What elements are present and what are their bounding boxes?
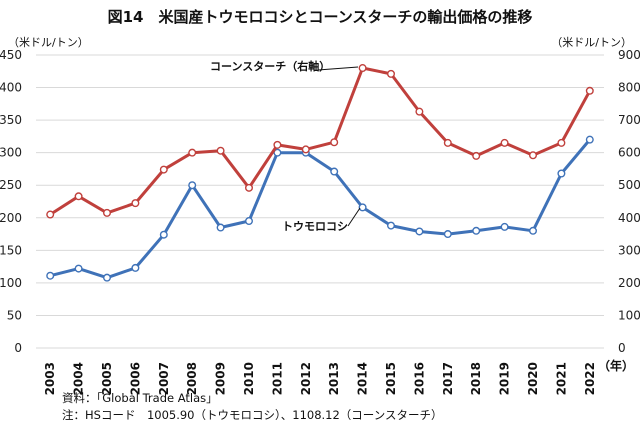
right-y-tick-label: 700	[618, 113, 640, 127]
data-point	[188, 148, 197, 157]
x-tick-label: 2009	[214, 362, 228, 395]
data-point	[46, 210, 55, 219]
x-tick-label: 2004	[72, 362, 86, 395]
right-y-tick-label: 0	[618, 341, 626, 355]
data-point	[358, 64, 367, 73]
left-y-tick-label: 400	[0, 81, 22, 95]
data-point	[472, 151, 481, 160]
data-point	[273, 148, 282, 157]
plot-area: 0 0 50 100 100 200 150 300 200 400 250 500 300 600 350…	[0, 48, 640, 395]
data-point	[159, 165, 168, 174]
x-axis-unit-label: （年）	[598, 358, 634, 373]
data-point	[74, 192, 83, 201]
data-point	[557, 138, 566, 147]
data-point	[330, 138, 339, 147]
data-point	[472, 226, 481, 235]
starch-series-annotation: コーンスターチ（右軸）	[210, 59, 330, 73]
left-y-tick-label: 0	[14, 341, 22, 355]
x-tick-label: 2018	[469, 362, 483, 395]
x-tick-label: 2011	[270, 362, 284, 395]
series-line	[49, 138, 591, 280]
data-point	[131, 199, 140, 208]
right-axis-unit-label: （米ドル/トン）	[551, 36, 632, 49]
data-point	[443, 138, 452, 147]
data-point	[387, 221, 396, 230]
x-tick-label: 2016	[412, 362, 426, 395]
data-point	[500, 222, 509, 231]
data-point	[159, 230, 168, 239]
x-tick-label: 2008	[185, 362, 199, 395]
right-y-tick-label: 300	[618, 243, 640, 257]
data-point	[273, 140, 282, 149]
x-tick-label: 2012	[299, 362, 313, 395]
data-point	[131, 263, 140, 272]
right-y-tick-label: 500	[618, 178, 640, 192]
data-point	[529, 151, 538, 160]
source-note: 資料：「Global Trade Atlas」	[62, 391, 218, 405]
series-line	[49, 66, 592, 216]
data-point	[244, 183, 253, 192]
left-y-tick-label: 450	[0, 48, 22, 62]
starch-annotation-leader	[317, 66, 359, 71]
left-y-tick-label: 50	[7, 308, 22, 322]
data-point	[443, 230, 452, 239]
right-y-tick-label: 100	[618, 308, 640, 322]
corn-annotation-leader	[347, 207, 361, 227]
x-tick-label: 2020	[526, 362, 540, 395]
x-tick-label: 2017	[441, 362, 455, 395]
x-tick-label: 2019	[498, 362, 512, 395]
x-tick-label: 2003	[43, 362, 57, 395]
data-point	[585, 86, 594, 95]
x-tick-label: 2013	[327, 362, 341, 395]
right-y-tick-label: 800	[618, 81, 640, 95]
data-point	[102, 273, 111, 282]
left-y-tick-label: 100	[0, 276, 22, 290]
corn-series-annotation: トウモロコシ	[282, 220, 348, 233]
data-point	[387, 69, 396, 78]
chart-title: 図14 米国産トウモロコシとコーンスターチの輸出価格の推移	[108, 8, 533, 26]
data-point	[415, 107, 424, 116]
data-point	[188, 181, 197, 190]
hs-code-note: 注：HSコード 1005.90（トウモロコシ）、1108.12（コーンスターチ）	[62, 408, 443, 422]
data-point	[330, 167, 339, 176]
x-tick-label: 2014	[356, 362, 370, 395]
series-layer	[46, 64, 594, 282]
data-point	[585, 135, 594, 144]
x-tick-label: 2021	[554, 362, 568, 395]
data-point	[358, 203, 367, 212]
left-y-tick-label: 200	[0, 211, 22, 225]
x-tick-label: 2007	[157, 362, 171, 395]
right-y-tick-label: 400	[618, 211, 640, 225]
data-point	[529, 226, 538, 235]
right-y-tick-label: 200	[618, 276, 640, 290]
data-point	[557, 169, 566, 178]
left-y-tick-label: 250	[0, 178, 22, 192]
x-tick-label: 2022	[583, 362, 597, 395]
left-axis-unit-label: （米ドル/トン）	[8, 36, 89, 49]
x-tick-label: 2005	[100, 362, 114, 395]
right-y-tick-label: 900	[618, 48, 640, 62]
left-y-tick-label: 300	[0, 146, 22, 160]
data-point	[74, 264, 83, 273]
left-y-tick-label: 150	[0, 243, 22, 257]
data-point	[102, 208, 111, 217]
x-tick-label: 2015	[384, 362, 398, 395]
data-point	[216, 146, 225, 155]
left-y-tick-label: 350	[0, 113, 22, 127]
data-point	[216, 223, 225, 232]
data-point	[500, 138, 509, 147]
x-tick-label: 2006	[128, 362, 142, 395]
data-point	[415, 227, 424, 236]
data-point	[244, 217, 253, 226]
right-y-tick-label: 600	[618, 146, 640, 160]
x-tick-label: 2010	[242, 362, 256, 395]
data-point	[46, 271, 55, 280]
data-point	[301, 145, 310, 154]
